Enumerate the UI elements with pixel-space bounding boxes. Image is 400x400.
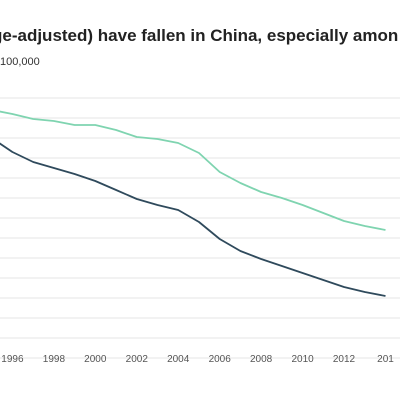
series-lines xyxy=(0,110,386,297)
x-tick-label: 2004 xyxy=(167,354,190,365)
x-tick-label: 2012 xyxy=(333,354,356,365)
gridlines xyxy=(0,97,400,359)
x-tick-label: 2006 xyxy=(209,354,232,365)
x-tick-label: 1998 xyxy=(43,354,66,365)
x-tick-label: 201 xyxy=(377,354,394,365)
x-tick-label: 2000 xyxy=(84,354,107,365)
series-line-2 xyxy=(0,142,386,297)
chart-subtitle: 100,000 xyxy=(0,56,40,68)
x-tick-label: 2008 xyxy=(250,354,273,365)
x-tick-label: 2002 xyxy=(126,354,149,365)
chart-title: ge-adjusted) have fallen in China, espec… xyxy=(0,26,399,45)
x-tick-label: 2010 xyxy=(291,354,314,365)
x-axis-ticks: 1996 1998 2000 2002 2004 2006 2008 2010 2012 201 xyxy=(1,354,394,365)
series-line-1 xyxy=(0,110,386,231)
x-tick-label: 1996 xyxy=(1,354,24,365)
